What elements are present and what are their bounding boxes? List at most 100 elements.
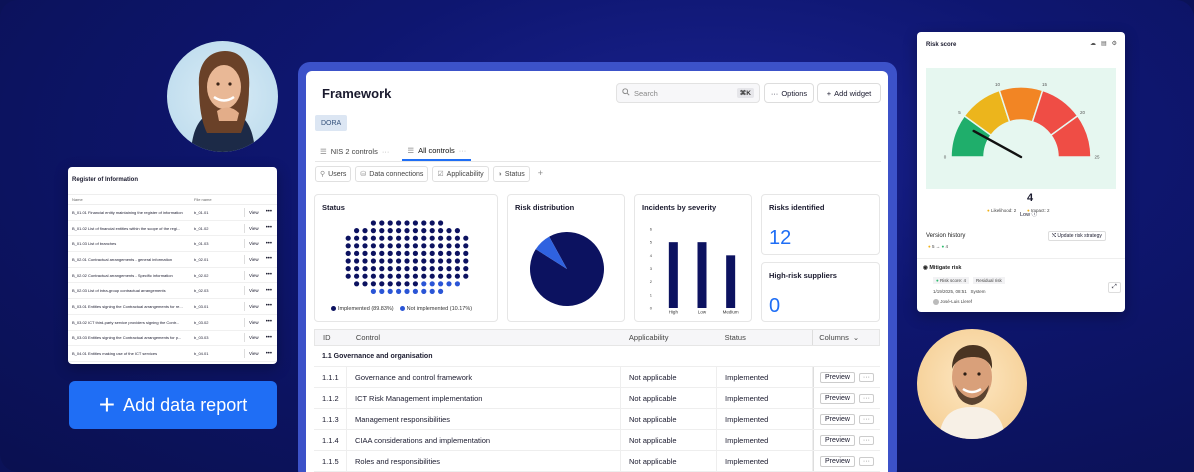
divider bbox=[917, 258, 1125, 259]
view-button[interactable]: View bbox=[244, 223, 263, 233]
more-icon[interactable]: ••• bbox=[265, 350, 272, 357]
page-title: Framework bbox=[322, 86, 392, 101]
tab-all-controls[interactable]: ☰ All controls ··· bbox=[402, 142, 472, 161]
options-button[interactable]: ··· Options bbox=[764, 83, 814, 103]
filter-data-connections[interactable]: ⛁ Data connections bbox=[355, 166, 429, 182]
search-input[interactable]: Search ⌘K bbox=[616, 83, 760, 103]
add-filter-icon[interactable]: + bbox=[537, 168, 543, 178]
more-icon[interactable]: ··· bbox=[858, 456, 874, 466]
status-dot-implemented bbox=[387, 220, 393, 226]
more-icon[interactable]: ··· bbox=[858, 372, 874, 382]
status-dot-implemented bbox=[429, 273, 435, 279]
register-rows: B_01.01 Financial entity maintaining the… bbox=[68, 205, 277, 362]
status-dot-implemented bbox=[446, 228, 452, 234]
y-tick-label: 0 bbox=[650, 306, 653, 311]
status-dot-implemented bbox=[421, 266, 427, 272]
tab-more-icon[interactable]: ··· bbox=[381, 147, 390, 156]
view-button[interactable]: View bbox=[244, 349, 263, 359]
risk-score-toolbar: ☁ ▤ ⚙ bbox=[1090, 40, 1117, 47]
view-button[interactable]: View bbox=[244, 270, 263, 280]
user-icon: ⚲ bbox=[320, 171, 326, 178]
register-row-file: b_02.03 bbox=[194, 288, 209, 294]
more-icon[interactable]: ··· bbox=[858, 435, 874, 445]
header-status: Status bbox=[724, 333, 746, 342]
cell-control: CIAA considerations and implementation bbox=[347, 430, 621, 450]
status-dot-implemented bbox=[354, 266, 360, 272]
more-icon[interactable]: ••• bbox=[265, 209, 272, 216]
status-dot-implemented bbox=[387, 250, 393, 256]
preview-button[interactable]: Preview bbox=[820, 434, 855, 446]
more-icon[interactable]: ··· bbox=[858, 393, 874, 403]
preview-button[interactable]: Preview bbox=[820, 413, 855, 425]
status-dot-implemented bbox=[396, 235, 402, 241]
view-button[interactable]: View bbox=[244, 317, 263, 327]
widget-title: Incidents by severity bbox=[642, 203, 717, 212]
preview-button[interactable]: Preview bbox=[820, 371, 855, 383]
cell-id: 1.1.2 bbox=[314, 388, 347, 408]
version-change: ● 5 → ● 4 bbox=[928, 244, 949, 249]
more-icon[interactable]: ••• bbox=[265, 287, 272, 294]
tab-nis2-controls[interactable]: ☰ NIS 2 controls ··· bbox=[315, 142, 394, 161]
more-icon[interactable]: ••• bbox=[265, 272, 272, 279]
more-icon[interactable]: ••• bbox=[265, 334, 272, 341]
status-dot-implemented bbox=[446, 243, 452, 249]
grid-icon[interactable]: ▤ bbox=[1100, 41, 1107, 47]
status-dot-implemented bbox=[463, 273, 469, 279]
widget-title: Risk distribution bbox=[515, 203, 575, 212]
cell-applicability: Not applicable bbox=[621, 451, 717, 471]
register-row: B_03.01 Entities signing the Contractual… bbox=[68, 299, 277, 315]
bar bbox=[726, 255, 736, 308]
more-icon[interactable]: ••• bbox=[265, 225, 272, 232]
tab-label: All controls bbox=[418, 146, 455, 155]
residual-risk-tag: Residual risk bbox=[973, 277, 1005, 284]
table-rows: 1.1.1 Governance and control framework Not… bbox=[314, 367, 880, 472]
register-row: B_03.03 Entities signing the Contractual… bbox=[68, 331, 277, 347]
view-button[interactable]: View bbox=[244, 286, 263, 296]
view-button[interactable]: View bbox=[244, 301, 263, 311]
preview-button[interactable]: Preview bbox=[820, 455, 855, 467]
x-tick-label: Low bbox=[698, 310, 707, 315]
gear-icon[interactable]: ⚙ bbox=[1111, 41, 1117, 47]
status-dot-not-implemented bbox=[387, 288, 393, 294]
cell-applicability: Not applicable bbox=[621, 409, 717, 429]
more-icon[interactable]: ••• bbox=[265, 319, 272, 326]
update-risk-strategy-button[interactable]: ⤭ Update risk strategy bbox=[1048, 231, 1106, 241]
more-icon[interactable]: ••• bbox=[265, 303, 272, 310]
more-icon[interactable]: ••• bbox=[265, 256, 272, 263]
arrow-icon: → bbox=[935, 244, 941, 249]
filter-users[interactable]: ⚲ Users bbox=[315, 166, 352, 182]
cell-applicability: Not applicable bbox=[621, 367, 717, 387]
info-icon[interactable]: ⓘ bbox=[1031, 212, 1038, 218]
status-dot-implemented bbox=[387, 273, 393, 279]
timestamp: 1/19/2025, 08:51 System bbox=[933, 289, 986, 294]
view-button[interactable]: View bbox=[244, 239, 263, 249]
filter-label: Data connections bbox=[369, 170, 424, 178]
status-dot-implemented bbox=[454, 250, 460, 256]
status-dot-implemented bbox=[354, 250, 360, 256]
more-icon[interactable]: ··· bbox=[858, 414, 874, 424]
status-dot-implemented bbox=[421, 258, 427, 264]
status-dot-implemented bbox=[362, 235, 368, 241]
filter-status[interactable]: ◑ Status bbox=[492, 166, 530, 182]
framework-badge[interactable]: DORA bbox=[315, 115, 348, 131]
view-button[interactable]: View bbox=[244, 207, 263, 217]
add-data-report-button[interactable]: + Add data report bbox=[69, 381, 277, 429]
status-dot-implemented bbox=[379, 281, 385, 287]
status-dot-implemented bbox=[354, 273, 360, 279]
columns-menu[interactable]: Columns ⌄ bbox=[812, 330, 879, 345]
tab-more-icon[interactable]: ··· bbox=[458, 146, 467, 155]
more-icon[interactable]: ••• bbox=[265, 240, 272, 247]
status-dot-implemented bbox=[412, 273, 418, 279]
view-button[interactable]: View bbox=[244, 333, 263, 343]
preview-button[interactable]: Preview bbox=[820, 392, 855, 404]
cloud-icon[interactable]: ☁ bbox=[1089, 41, 1096, 47]
filter-applicability[interactable]: ☑ Applicability bbox=[432, 166, 489, 182]
search-shortcut: ⌘K bbox=[736, 88, 754, 98]
header-id: ID bbox=[323, 333, 331, 342]
status-dot-implemented bbox=[370, 243, 376, 249]
filter-label: Applicability bbox=[446, 170, 484, 178]
view-button[interactable]: View bbox=[244, 254, 263, 264]
add-widget-button[interactable]: + Add widget bbox=[817, 83, 881, 103]
status-dot-implemented bbox=[412, 266, 418, 272]
expand-icon[interactable]: ⤢ bbox=[1108, 282, 1121, 293]
